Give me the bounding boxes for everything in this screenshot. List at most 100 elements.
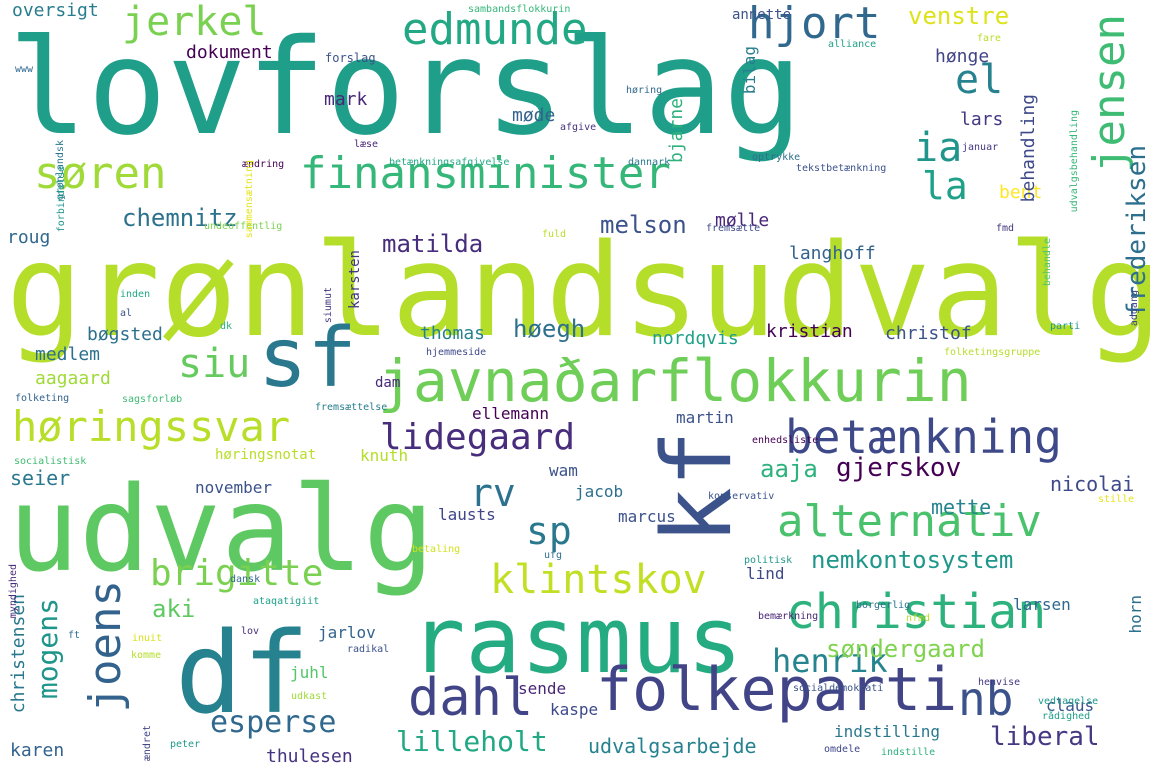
word-frems-ttelse: fremsættelse: [315, 402, 388, 413]
word-mette: mette: [931, 495, 992, 519]
word-gjerskov: gjerskov: [836, 453, 962, 483]
word-adgang: adgang: [1129, 290, 1140, 327]
word-roug: roug: [7, 227, 51, 248]
word-kf: kf: [643, 430, 753, 545]
word-thulesen: thulesen: [266, 746, 353, 767]
word-enhedsliste: enhedsliste: [752, 435, 819, 446]
word-dahl: dahl: [408, 668, 534, 728]
word-siumut: siumut: [323, 287, 334, 324]
word-inden: inden: [120, 289, 151, 300]
word-nicolai: nicolai: [1050, 472, 1135, 496]
word-lovforslag: lovforslag: [8, 11, 803, 165]
word-kaspe: kaspe: [550, 700, 599, 719]
word-lars: lars: [960, 109, 1004, 130]
word-la: la: [922, 164, 968, 208]
word-parti: parti: [1050, 321, 1081, 332]
word-h-ring: høring: [626, 85, 663, 96]
word-ra-dighed: rådighed: [1042, 711, 1091, 722]
word-karsten: karsten: [347, 250, 363, 310]
word-fare: fare: [977, 33, 1002, 44]
word-forslag: forslag: [325, 51, 376, 65]
word-undeoffentlig: undeoffentlig: [204, 221, 283, 232]
word-udkast: udkast: [291, 691, 328, 702]
word-indstille: indstille: [881, 747, 936, 758]
word-sp: sp: [526, 509, 572, 553]
word-henvise: henvise: [978, 677, 1021, 688]
word-ndring: ændring: [242, 159, 285, 170]
word-dansk: dansk: [230, 574, 261, 585]
word-sammens-tning: sammensætning: [244, 160, 255, 239]
word-ataqatigiit: ataqatigiit: [253, 596, 320, 607]
word-behandle: behandle: [1042, 238, 1053, 287]
word-ia: ia: [914, 125, 963, 171]
word-www: www: [15, 64, 34, 75]
word-dk: dk: [220, 321, 233, 332]
word-mark: mark: [324, 89, 368, 110]
word-oversigt: oversigt: [12, 0, 99, 21]
word-alliance: alliance: [828, 39, 877, 50]
word-esperse: esperse: [210, 705, 337, 740]
word-udvalgsarbejde: udvalgsarbejde: [588, 734, 757, 758]
word-marcus: marcus: [618, 507, 676, 526]
word-jarlov: jarlov: [318, 623, 376, 642]
word-h-nge: hønge: [935, 46, 990, 67]
word-hjemmeside: hjemmeside: [426, 347, 487, 358]
word-h-egh: høegh: [513, 315, 586, 343]
word-lind: lind: [746, 564, 785, 583]
word-fuld: fuld: [542, 229, 567, 240]
word-langhoff: langhoff: [789, 243, 876, 264]
word-liberal: liberal: [990, 722, 1100, 752]
word-forbindelse: forbindelse: [56, 166, 67, 233]
word-mogens: mogens: [31, 598, 64, 700]
word-betaling: betaling: [412, 544, 461, 555]
word-myndighed: myndighed: [8, 564, 19, 619]
word-dam: dam: [375, 375, 401, 391]
word-medlem: medlem: [35, 344, 101, 365]
word-bent: bent: [999, 182, 1043, 203]
word-rv: rv: [470, 471, 516, 515]
word-aagaard: aagaard: [35, 368, 111, 389]
word-bilag: bilag: [740, 46, 759, 95]
word-matilda: matilda: [382, 230, 484, 258]
word-vedtagelse: vedtagelse: [1038, 696, 1099, 707]
word-claus: claus: [1046, 696, 1095, 715]
word-alternativ: alternativ: [777, 496, 1042, 547]
word-b-gsted: bøgsted: [87, 324, 163, 345]
word-chemnitz: chemnitz: [122, 204, 238, 232]
word-frems-tte: fremsætte: [706, 223, 761, 234]
word-afgive: afgive: [560, 122, 597, 133]
word-sf: sf: [258, 311, 357, 406]
word-inuit: inuit: [132, 633, 163, 644]
word-seier: seier: [10, 466, 71, 490]
word-lilleholt: lilleholt: [396, 725, 548, 758]
word-ndret: ændret: [142, 725, 153, 762]
word-s-ren: søren: [34, 148, 167, 199]
word-stille: stille: [1098, 494, 1135, 505]
word-nordqvis: nordqvis: [652, 328, 739, 349]
word-siu: siu: [178, 341, 251, 387]
word-sagsforl-b: sagsforløb: [122, 394, 183, 405]
word-kristian: kristian: [766, 321, 853, 342]
word-bjarne: bjarne: [666, 98, 687, 164]
word-l-se: læse: [354, 139, 379, 150]
word-udvalg: udvalg: [8, 460, 435, 598]
word-larsen: larsen: [1013, 595, 1071, 614]
word-henrik: henrik: [772, 642, 888, 680]
word-m-de: møde: [512, 105, 556, 126]
word-ufg: ufg: [544, 550, 563, 561]
word-gr-nlandsudvalg: grønlandsudvalg: [6, 217, 1155, 366]
word-melson: melson: [600, 211, 687, 239]
word-aaja: aaja: [760, 455, 818, 483]
word-al: al: [120, 308, 133, 319]
word-januar: januar: [962, 142, 999, 153]
word-thomas: thomas: [420, 323, 486, 344]
word-karen: karen: [10, 740, 65, 761]
word-edmunde: edmunde: [402, 4, 588, 55]
word-sende: sende: [518, 679, 567, 698]
word-tekstbet-nkning: tekstbetænkning: [796, 163, 887, 174]
word-lidegaard: lidegaard: [380, 417, 576, 458]
word-omdele: omdele: [824, 744, 861, 755]
word-indstilling: indstilling: [834, 722, 940, 741]
word-konservativ: konservativ: [708, 491, 775, 502]
